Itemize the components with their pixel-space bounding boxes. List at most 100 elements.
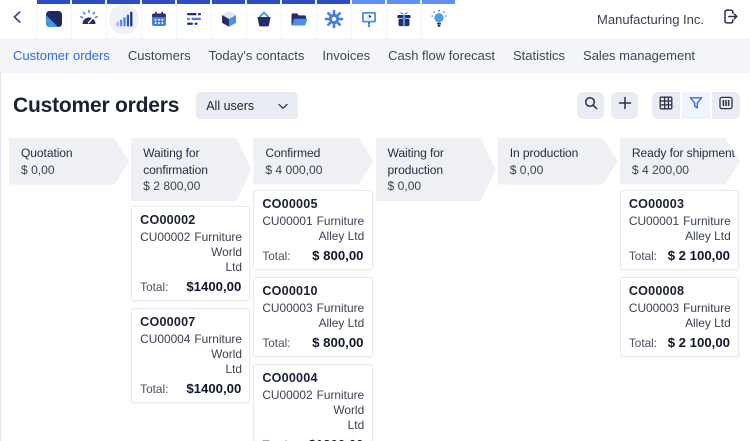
filter-view-button[interactable] xyxy=(682,92,710,119)
total-row: Total: $ 2 100,00 xyxy=(629,248,730,263)
tab-todays-contacts[interactable]: Today's contacts xyxy=(208,48,305,63)
order-card[interactable]: CO00003 CU00001 Furniture Alley Ltd Tota… xyxy=(619,189,740,270)
column-quotation: Quotation $ 0,00 xyxy=(9,138,131,190)
column-waiting-for-confirmation: Waiting for confirmation $ 2 800,00 CO00… xyxy=(131,138,253,403)
column-title: Waiting for production xyxy=(387,146,444,177)
customer-name: Furniture World Ltd xyxy=(316,387,365,432)
add-order-button[interactable] xyxy=(611,92,638,119)
app-toolbar: Manufacturing Inc. xyxy=(0,0,750,38)
customer-code: CU00002 xyxy=(262,387,313,402)
order-card[interactable]: CO00005 CU00001 Furniture Alley Ltd Tota… xyxy=(253,189,373,270)
logout-door-icon xyxy=(721,7,740,31)
column-ready-for-shipment: Ready for shipment $ 4 200,00 CO00003 CU… xyxy=(619,138,742,357)
customer-row: CU00001 Furniture Alley Ltd xyxy=(262,213,365,244)
cube-icon xyxy=(219,9,239,29)
total-value: $ 2 100,00 xyxy=(667,247,731,263)
total-label: Total: xyxy=(628,335,658,350)
plus-icon xyxy=(617,95,633,116)
basket-icon xyxy=(254,9,274,29)
folder-icon xyxy=(289,9,309,29)
app-documents[interactable] xyxy=(281,0,316,38)
customer-code: CU00003 xyxy=(262,300,313,315)
bar-chart-icon xyxy=(114,9,134,29)
back-button[interactable] xyxy=(0,0,36,38)
order-number: CO00004 xyxy=(262,370,318,385)
order-number: CO00008 xyxy=(628,283,685,298)
lightbulb-icon xyxy=(429,9,449,29)
order-number: CO00002 xyxy=(140,213,196,227)
order-card[interactable]: CO00002 CU00002 Furniture World Ltd Tota… xyxy=(131,206,251,301)
customer-name: Furniture World Ltd xyxy=(194,230,243,274)
app-sales[interactable] xyxy=(246,0,281,38)
total-value: $ 2 100,00 xyxy=(667,334,731,350)
column-amount: $ 0,00 xyxy=(387,179,422,193)
tab-customers[interactable]: Customers xyxy=(127,48,191,63)
table-icon xyxy=(658,95,674,116)
user-filter-dropdown[interactable]: All users xyxy=(196,92,299,119)
page-title: Customer orders xyxy=(13,93,180,117)
kanban-view-button[interactable] xyxy=(712,92,740,119)
order-card[interactable]: CO00008 CU00003 Furniture Alley Ltd Tota… xyxy=(619,276,740,357)
tab-statistics[interactable]: Statistics xyxy=(513,48,566,63)
app-presentation[interactable] xyxy=(351,0,386,38)
logo-icon xyxy=(44,9,64,29)
app-statistics-selected[interactable] xyxy=(106,0,141,38)
order-card[interactable]: CO00004 CU00002 Furniture World Ltd Tota… xyxy=(253,363,373,441)
column-header: Waiting for production $ 0,00 xyxy=(376,138,496,201)
gear-icon xyxy=(324,9,344,29)
app-gifts[interactable] xyxy=(386,0,421,38)
order-card[interactable]: CO00010 CU00003 Furniture Alley Ltd Tota… xyxy=(253,276,373,357)
column-header: In production $ 0,00 xyxy=(498,138,618,185)
tab-cash-flow-forecast[interactable]: Cash flow forecast xyxy=(388,48,496,63)
column-header: Waiting for confirmation $ 2 800,00 xyxy=(131,138,251,201)
search-button[interactable] xyxy=(577,92,604,119)
calendar-icon xyxy=(149,9,169,29)
customer-name: Furniture Alley Ltd xyxy=(316,213,365,243)
logout-button[interactable] xyxy=(718,7,742,31)
column-amount: $ 4 200,00 xyxy=(631,162,690,177)
app-logo[interactable] xyxy=(36,0,71,38)
column-header: Ready for shipment $ 4 200,00 xyxy=(620,138,740,185)
app-products[interactable] xyxy=(211,0,246,38)
tab-customer-orders[interactable]: Customer orders xyxy=(13,48,110,63)
column-title: Ready for shipment xyxy=(631,146,735,160)
customer-row: CU00002 Furniture World Ltd xyxy=(140,230,243,275)
column-cards: CO00005 CU00001 Furniture Alley Ltd Tota… xyxy=(253,189,373,441)
task-list-icon xyxy=(184,9,204,29)
app-settings[interactable] xyxy=(316,0,351,38)
order-number: CO00010 xyxy=(262,283,318,298)
total-label: Total: xyxy=(262,248,291,263)
column-amount: $ 0,00 xyxy=(21,162,55,177)
table-view-button[interactable] xyxy=(652,92,680,119)
app-calendar[interactable] xyxy=(141,0,176,38)
tab-invoices[interactable]: Invoices xyxy=(322,48,371,63)
customer-code: CU00004 xyxy=(140,332,191,346)
toolbar-right: Manufacturing Inc. xyxy=(597,0,750,38)
customer-code: CU00003 xyxy=(628,300,680,315)
column-title: In production xyxy=(509,146,579,160)
order-card[interactable]: CO00007 CU00004 Furniture World Ltd Tota… xyxy=(131,308,251,403)
funnel-icon xyxy=(688,95,704,116)
module-nav: Customer orders Customers Today's contac… xyxy=(0,38,750,73)
column-title: Waiting for confirmation xyxy=(143,146,208,177)
app-dashboard[interactable] xyxy=(71,0,106,38)
app-planner[interactable] xyxy=(176,0,211,38)
total-label: Total: xyxy=(262,438,290,441)
customer-name: Furniture Alley Ltd xyxy=(683,213,731,243)
total-value: $ 800,00 xyxy=(312,247,364,263)
column-title: Confirmed xyxy=(265,146,321,160)
tab-sales-management[interactable]: Sales management xyxy=(583,48,696,63)
kanban-icon xyxy=(718,95,734,116)
presentation-icon xyxy=(359,9,379,29)
customer-row: CU00003 Furniture Alley Ltd xyxy=(628,300,731,331)
total-label: Total: xyxy=(262,335,291,350)
order-number: CO00005 xyxy=(262,196,318,211)
view-switcher xyxy=(652,92,740,119)
app-ideas[interactable] xyxy=(421,0,456,38)
order-number: CO00003 xyxy=(628,196,685,211)
column-confirmed: Confirmed $ 4 000,00 CO00005 CU00001 Fur… xyxy=(253,138,375,441)
user-filter-value: All users xyxy=(206,98,255,113)
total-value: $1200,00 xyxy=(309,437,364,441)
customer-name: Furniture Alley Ltd xyxy=(683,300,731,330)
